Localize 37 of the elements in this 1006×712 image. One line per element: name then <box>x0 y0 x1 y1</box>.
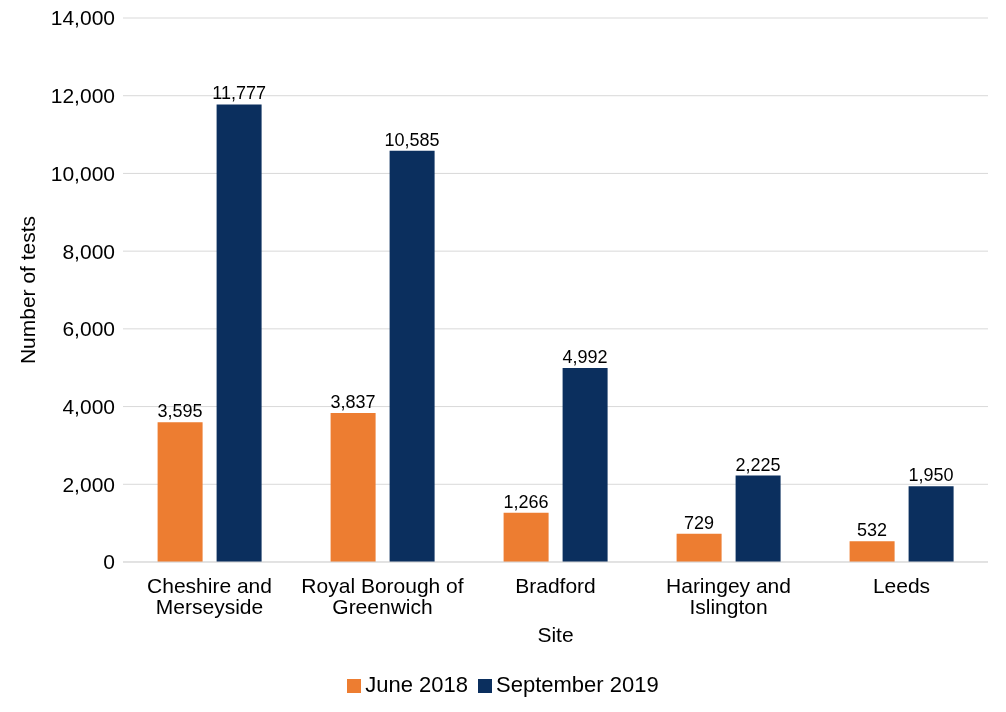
data-label: 1,266 <box>503 491 549 512</box>
data-label: 729 <box>684 512 715 533</box>
y-tick-label: 10,000 <box>50 161 115 185</box>
data-label: 2,225 <box>735 454 781 475</box>
bar <box>562 368 608 562</box>
y-tick-label: 4,000 <box>62 395 115 419</box>
y-tick-label: 0 <box>103 550 115 574</box>
legend-label: June 2018 <box>365 672 469 697</box>
x-tick-label: Royal Borough of Greenwich <box>301 573 464 618</box>
bar <box>330 412 376 562</box>
x-tick-label: Haringey and Islington <box>666 573 791 618</box>
x-axis-title: Site <box>537 623 574 646</box>
data-label: 4,992 <box>562 347 608 368</box>
bar <box>676 533 722 562</box>
data-label: 11,777 <box>212 83 266 104</box>
x-tick-label: Cheshire and Merseyside <box>147 573 272 618</box>
bar <box>389 150 435 562</box>
bar <box>216 104 262 562</box>
bar <box>503 512 549 562</box>
data-label: 10,585 <box>384 129 440 150</box>
y-tick-label: 2,000 <box>62 472 115 496</box>
data-label: 532 <box>857 520 888 541</box>
x-tick-label: Leeds <box>872 573 931 597</box>
y-tick-label: 6,000 <box>62 317 115 341</box>
bar <box>849 541 895 562</box>
y-tick-label: 8,000 <box>62 239 115 263</box>
data-label: 3,837 <box>330 391 376 412</box>
legend-label: September 2019 <box>496 672 659 697</box>
data-label: 1,950 <box>908 465 954 486</box>
bar <box>157 422 203 562</box>
x-tick-label: Bradford <box>515 573 596 597</box>
data-label: 3,595 <box>157 401 203 422</box>
y-axis-title: Number of tests <box>16 215 40 365</box>
y-tick-label: 12,000 <box>50 84 115 108</box>
bar <box>908 486 954 562</box>
y-tick-label: 14,000 <box>50 6 115 30</box>
bar <box>735 475 781 562</box>
